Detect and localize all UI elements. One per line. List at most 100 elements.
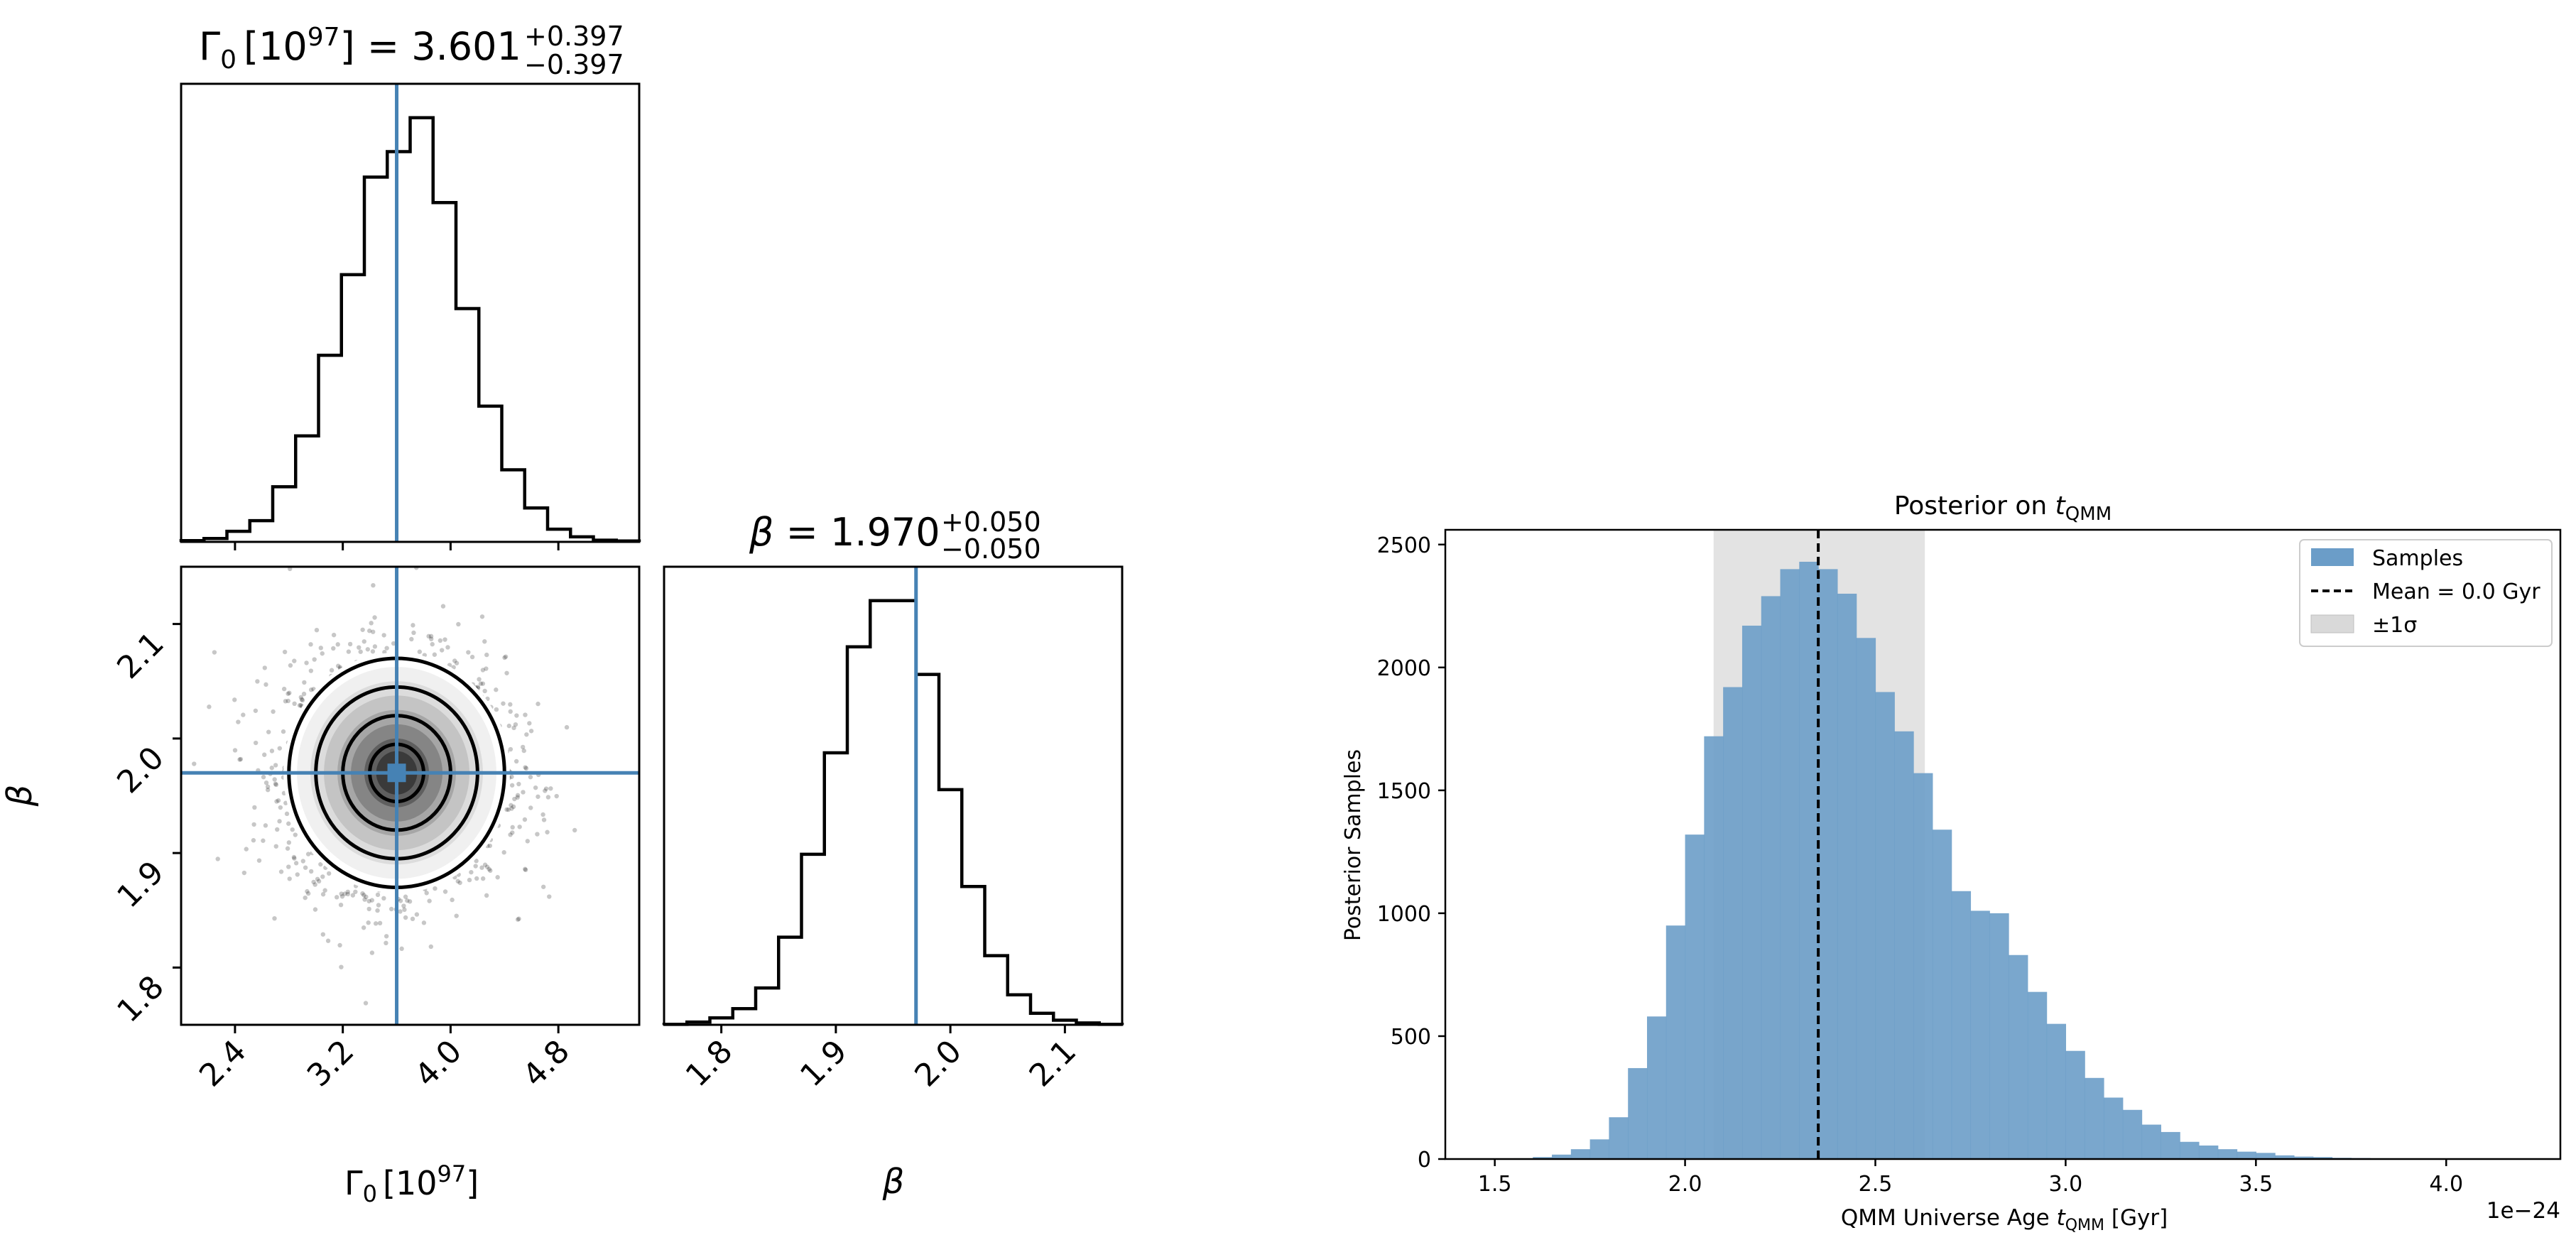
hist-xtick-label: 2.5 (1859, 1172, 1893, 1197)
scatter-point (411, 623, 415, 628)
scatter-point (302, 680, 307, 685)
scatter-point (482, 862, 488, 867)
scatter-point (503, 654, 509, 659)
scatter-point (369, 621, 374, 626)
beta-marginal-panel: 1.8 1.9 2.0 2.1 (662, 565, 1124, 1094)
histogram-bar (1628, 1067, 1648, 1159)
scatter-point (403, 894, 408, 899)
histogram-bar (1533, 1157, 1553, 1159)
scatter-point (506, 807, 511, 812)
histogram-bar (2217, 1149, 2238, 1159)
scatter-point (320, 651, 325, 656)
scatter-point (540, 812, 545, 817)
scatter-point (345, 891, 350, 897)
scatter-point (293, 832, 298, 837)
scatter-point (508, 702, 513, 707)
scatter-point (398, 898, 403, 903)
scatter-point (480, 681, 486, 686)
scatter-point (479, 865, 484, 870)
scatter-point (424, 891, 429, 896)
scatter-point (521, 790, 526, 795)
scatter-point (479, 614, 485, 619)
scatter-point (297, 703, 303, 708)
beta-title-minus: −0.050 (941, 533, 1041, 565)
scatter-point (478, 681, 484, 686)
scatter-point (365, 647, 371, 652)
scatter-point (192, 761, 197, 766)
scatter-point (369, 898, 374, 903)
scatter-point (369, 950, 375, 955)
histogram-bar (1741, 625, 1762, 1159)
scatter-point (363, 1001, 369, 1006)
scatter-point (511, 804, 516, 810)
histogram-bar (1970, 910, 1990, 1159)
histogram-bar (1837, 593, 1857, 1159)
hist-ylabel: Posterior Samples (1341, 749, 1366, 941)
histogram-bar (1932, 830, 1952, 1159)
scatter-point (480, 668, 486, 673)
histogram-bar (2293, 1156, 2314, 1159)
scatter-point (528, 729, 534, 734)
scatter-point (545, 795, 551, 800)
joint-ytick-label: 2.1 (110, 625, 171, 686)
scatter-point (428, 633, 434, 639)
scatter-point (377, 920, 383, 926)
scatter-point (501, 850, 506, 855)
scatter-point (272, 777, 277, 782)
legend: Samples Mean = 0.0 Gyr ±1σ (2299, 539, 2553, 647)
scatter-point (512, 796, 517, 802)
scatter-point (212, 650, 217, 655)
scatter-point (362, 897, 367, 902)
scatter-point (266, 729, 271, 734)
scatter-point (292, 658, 297, 663)
scatter-point (305, 888, 310, 894)
scatter-point (241, 712, 246, 717)
scatter-point (273, 763, 278, 768)
scatter-point (326, 871, 332, 876)
scatter-point (281, 686, 287, 692)
histogram-bar (1951, 891, 1972, 1159)
scatter-point (381, 896, 386, 901)
beta-xtick-label: 1.9 (793, 1033, 854, 1094)
scatter-point (362, 893, 366, 898)
scatter-point (342, 891, 347, 896)
beta-hist-step-line (662, 599, 1124, 1026)
scatter-point (288, 663, 293, 668)
scatter-point (523, 712, 528, 717)
scatter-point (572, 827, 577, 833)
scatter-point (298, 695, 303, 700)
scatter-point (454, 660, 460, 665)
histogram-bar (2180, 1141, 2200, 1159)
scatter-point (405, 898, 410, 903)
scatter-point (371, 582, 376, 588)
legend-sigma-label: ±1σ (2372, 613, 2417, 638)
scatter-point (283, 800, 288, 805)
scatter-point (454, 913, 459, 918)
scatter-point (361, 925, 366, 930)
scatter-point (311, 879, 316, 885)
scatter-point (285, 846, 290, 851)
scatter-point (384, 940, 388, 946)
scatter-point (366, 629, 372, 633)
scatter-point (303, 895, 308, 901)
scatter-point (275, 827, 280, 832)
scatter-point (494, 687, 499, 692)
scatter-point (278, 869, 284, 874)
histogram-bar (1761, 596, 1781, 1159)
scatter-point (427, 898, 432, 903)
scatter-point (535, 832, 540, 837)
scatter-point (414, 912, 420, 917)
histogram-bar (2141, 1124, 2161, 1159)
hist-ytick-label: 1500 (1377, 779, 1431, 804)
histogram-bar (2237, 1151, 2256, 1159)
histogram-bar (1570, 1149, 1591, 1159)
scatter-point (450, 897, 455, 903)
beta-title: β = 1.970 (749, 510, 940, 555)
scatter-point (277, 819, 282, 824)
scatter-point (536, 794, 540, 799)
joint-xtick-label: 2.4 (192, 1033, 254, 1094)
gamma-panel-frame (180, 82, 641, 543)
scatter-point (438, 638, 443, 643)
scatter-point (510, 830, 515, 835)
gamma-hist-step-line (179, 116, 641, 543)
